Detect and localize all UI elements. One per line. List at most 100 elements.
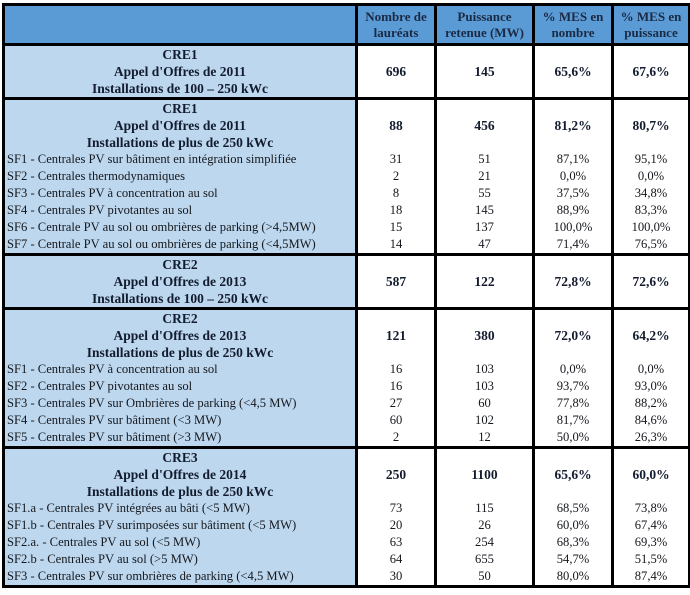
subfamily-label: SF3 - Centrales PV à concentration au so… <box>2 185 358 202</box>
subfamily-value: 102 <box>434 412 535 429</box>
subfamily-value: 60 <box>355 412 437 429</box>
subfamily-value: 81,7% <box>532 412 614 429</box>
section-value: 67,6% <box>611 44 690 99</box>
subfamily-value: 73,8% <box>611 500 690 517</box>
subfamily-row: SF2.b - Centrales PV au sol (>5 MW) 64 655… <box>2 551 690 568</box>
subfamily-value: 26,3% <box>611 429 690 448</box>
subfamily-value: 77,8% <box>532 395 614 412</box>
section-header-row: CRE1 Appel d'Offres de 2011 Installation… <box>2 98 690 151</box>
section-value: 65,6% <box>532 447 614 500</box>
subfamily-value: 254 <box>434 534 535 551</box>
subfamily-value: 8 <box>355 185 437 202</box>
subfamily-value: 63 <box>355 534 437 551</box>
subfamily-label: SF2 - Centrales PV pivotantes au sol <box>2 378 358 395</box>
section-title: CRE1 Appel d'Offres de 2011 Installation… <box>2 44 358 99</box>
table-header: Nombre de lauréats Puissance retenue (MW)… <box>2 4 690 45</box>
subfamily-value: 71,4% <box>532 236 614 255</box>
subfamily-label: SF1 - Centrales PV à concentration au so… <box>2 361 358 378</box>
column-header: Puissance retenue (MW) <box>434 4 535 45</box>
section: CRE1 Appel d'Offres de 2011 Installation… <box>2 98 690 255</box>
subfamily-value: 34,8% <box>611 185 690 202</box>
subfamily-value: 37,5% <box>532 185 614 202</box>
section: CRE1 Appel d'Offres de 2011 Installation… <box>2 44 690 99</box>
subfamily-row: SF7 - Centrale PV au sol ou ombrières de… <box>2 236 690 255</box>
section-value: 587 <box>355 254 437 309</box>
section-value: 145 <box>434 44 535 99</box>
subfamily-value: 88,9% <box>532 202 614 219</box>
section-value: 81,2% <box>532 98 614 151</box>
section: CRE2 Appel d'Offres de 2013 Installation… <box>2 308 690 448</box>
subfamily-value: 87,1% <box>532 151 614 168</box>
subfamily-label: SF1 - Centrales PV sur bâtiment en intég… <box>2 151 358 168</box>
subfamily-row: SF1.a - Centrales PV intégrées au bâti (… <box>2 500 690 517</box>
subfamily-value: 100,0% <box>611 219 690 236</box>
section-header-row: CRE2 Appel d'Offres de 2013 Installation… <box>2 308 690 361</box>
subfamily-label: SF1.a - Centrales PV intégrées au bâti (… <box>2 500 358 517</box>
subfamily-value: 47 <box>434 236 535 255</box>
column-header-row: Nombre de lauréats Puissance retenue (MW)… <box>2 4 690 45</box>
section-title: CRE2 Appel d'Offres de 2013 Installation… <box>2 308 358 361</box>
subfamily-value: 60 <box>434 395 535 412</box>
subfamily-value: 68,3% <box>532 534 614 551</box>
subfamily-value: 27 <box>355 395 437 412</box>
subfamily-value: 80,0% <box>532 568 614 587</box>
section-value: 72,6% <box>611 254 690 309</box>
subfamily-row: SF2 - Centrales PV pivotantes au sol 16 10… <box>2 378 690 395</box>
subfamily-row: SF3 - Centrales PV à concentration au so… <box>2 185 690 202</box>
subfamily-value: 103 <box>434 378 535 395</box>
column-header: % MES en nombre <box>532 4 614 45</box>
section-value: 65,6% <box>532 44 614 99</box>
subfamily-value: 55 <box>434 185 535 202</box>
section-title: CRE1 Appel d'Offres de 2011 Installation… <box>2 98 358 151</box>
subfamily-value: 16 <box>355 378 437 395</box>
subfamily-value: 103 <box>434 361 535 378</box>
subfamily-value: 145 <box>434 202 535 219</box>
subfamily-value: 0,0% <box>532 168 614 185</box>
section-value: 64,2% <box>611 308 690 361</box>
subfamily-value: 64 <box>355 551 437 568</box>
subfamily-label: SF1.b - Centrales PV surimposées sur bât… <box>2 517 358 534</box>
subfamily-value: 30 <box>355 568 437 587</box>
subfamily-value: 76,5% <box>611 236 690 255</box>
subfamily-row: SF1 - Centrales PV sur bâtiment en intég… <box>2 151 690 168</box>
subfamily-value: 60,0% <box>532 517 614 534</box>
subfamily-row: SF3 - Centrales PV sur ombrières de park… <box>2 568 690 587</box>
section-value: 380 <box>434 308 535 361</box>
section-value: 122 <box>434 254 535 309</box>
subfamily-value: 87,4% <box>611 568 690 587</box>
subfamily-value: 50 <box>434 568 535 587</box>
subfamily-value: 16 <box>355 361 437 378</box>
section-value: 696 <box>355 44 437 99</box>
subfamily-row: SF4 - Centrales PV sur bâtiment (<3 MW) 6… <box>2 412 690 429</box>
subfamily-label: SF2.a. - Centrales PV au sol (<5 MW) <box>2 534 358 551</box>
subfamily-value: 12 <box>434 429 535 448</box>
subfamily-value: 0,0% <box>532 361 614 378</box>
section-value: 72,8% <box>532 254 614 309</box>
subfamily-row: SF1 - Centrales PV à concentration au so… <box>2 361 690 378</box>
subfamily-value: 18 <box>355 202 437 219</box>
subfamily-value: 21 <box>434 168 535 185</box>
column-header: Nombre de lauréats <box>355 4 437 45</box>
subfamily-value: 137 <box>434 219 535 236</box>
section-value: 250 <box>355 447 437 500</box>
section-header-row: CRE1 Appel d'Offres de 2011 Installation… <box>2 44 690 99</box>
section: CRE3 Appel d'Offres de 2014 Installation… <box>2 447 690 587</box>
section-value: 60,0% <box>611 447 690 500</box>
subfamily-value: 31 <box>355 151 437 168</box>
subfamily-value: 67,4% <box>611 517 690 534</box>
section: CRE2 Appel d'Offres de 2013 Installation… <box>2 254 690 309</box>
subfamily-row: SF6 - Centrale PV au sol ou ombrières de… <box>2 219 690 236</box>
subfamily-value: 88,2% <box>611 395 690 412</box>
subfamily-label: SF7 - Centrale PV au sol ou ombrières de… <box>2 236 358 255</box>
section-value: 88 <box>355 98 437 151</box>
subfamily-value: 115 <box>434 500 535 517</box>
column-header: % MES en puissance <box>611 4 690 45</box>
subfamily-label: SF3 - Centrales PV sur ombrières de park… <box>2 568 358 587</box>
subfamily-value: 655 <box>434 551 535 568</box>
section-value: 72,0% <box>532 308 614 361</box>
subfamily-value: 50,0% <box>532 429 614 448</box>
subfamily-label: SF4 - Centrales PV sur bâtiment (<3 MW) <box>2 412 358 429</box>
section-value: 456 <box>434 98 535 151</box>
subfamily-value: 26 <box>434 517 535 534</box>
section-value: 1100 <box>434 447 535 500</box>
